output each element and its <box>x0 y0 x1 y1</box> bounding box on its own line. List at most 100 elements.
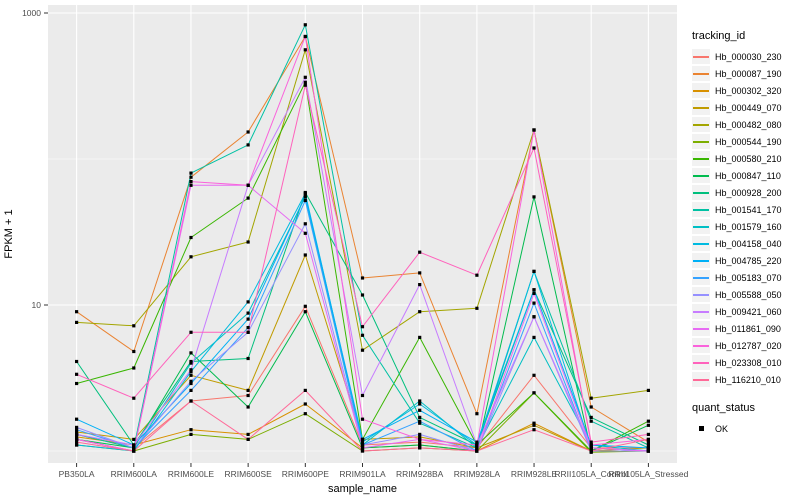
legend-item-Hb_000087_190: Hb_000087_190 <box>692 65 800 82</box>
data-point <box>532 288 536 292</box>
data-point <box>246 300 250 304</box>
legend-item-label: Hb_000544_190 <box>715 136 782 147</box>
data-point <box>303 402 307 406</box>
legend-item-Hb_116210_010: Hb_116210_010 <box>692 371 800 388</box>
data-point <box>246 393 250 398</box>
legend-title-quant-status: quant_status <box>692 402 755 414</box>
data-point <box>132 443 136 447</box>
data-point <box>418 440 422 444</box>
data-point <box>303 198 307 203</box>
data-point <box>418 443 422 447</box>
data-point <box>132 449 136 453</box>
data-point <box>418 399 422 403</box>
data-point <box>246 130 250 134</box>
data-point <box>132 396 136 400</box>
data-point <box>303 191 307 196</box>
data-point <box>418 283 422 287</box>
data-point <box>303 231 307 235</box>
legend-item-label: Hb_009421_060 <box>715 306 782 317</box>
data-point <box>132 349 136 354</box>
data-point <box>646 419 650 423</box>
data-point <box>132 366 136 370</box>
data-point <box>246 432 250 436</box>
data-point <box>418 310 422 314</box>
data-point <box>303 23 307 27</box>
data-point <box>418 446 422 450</box>
data-point <box>246 326 250 330</box>
legend-item-label: Hb_000847_110 <box>715 170 781 181</box>
legend-key-line-icon <box>692 185 710 200</box>
legend-item-label: Hb_023308_010 <box>715 357 782 368</box>
legend-item-Hb_004158_040: Hb_004158_040 <box>692 235 800 252</box>
data-point <box>189 379 193 383</box>
x-tick-label: RRIM600LE <box>168 469 215 479</box>
y-axis-title: FPKM + 1 <box>3 209 15 258</box>
data-point <box>532 195 536 199</box>
legend-item-Hb_001541_170: Hb_001541_170 <box>692 201 800 218</box>
data-point <box>360 325 365 329</box>
data-point <box>303 75 307 79</box>
data-point <box>189 399 193 403</box>
data-point <box>532 391 536 395</box>
legend-key-line-icon <box>692 49 710 64</box>
data-point <box>589 440 593 444</box>
data-point <box>303 48 307 52</box>
legend-key-line-icon <box>692 83 710 98</box>
data-point <box>189 428 193 432</box>
data-point <box>303 310 307 314</box>
data-point <box>646 440 650 444</box>
legend-item-label: Hb_000030_230 <box>715 51 782 62</box>
x-tick-label: RRII105LA_Control <box>554 469 628 479</box>
legend-key-line-icon <box>692 151 710 166</box>
data-point <box>189 368 193 372</box>
data-point <box>418 432 422 436</box>
legend-item-Hb_000580_210: Hb_000580_210 <box>692 150 800 167</box>
x-tick-label: RRIM600LA <box>111 469 158 479</box>
legend-item-label: Hb_005588_050 <box>715 289 782 300</box>
legend-item-Hb_000544_190: Hb_000544_190 <box>692 133 800 150</box>
data-point <box>246 196 250 200</box>
x-tick-label: RRIM928BA <box>396 469 444 479</box>
data-point <box>589 446 593 450</box>
data-point <box>189 432 193 436</box>
legend-item-label: Hb_004158_040 <box>715 238 782 249</box>
legend-item-Hb_012787_020: Hb_012787_020 <box>692 337 800 354</box>
data-point <box>360 393 365 398</box>
data-point <box>246 240 250 244</box>
data-point <box>246 311 250 315</box>
y-tick-label: 10 <box>32 300 42 310</box>
legend-key-line-icon <box>692 219 710 234</box>
data-point <box>189 255 193 259</box>
data-point <box>75 372 79 376</box>
data-point <box>75 440 79 444</box>
data-point <box>532 428 536 432</box>
data-point <box>246 405 250 409</box>
legend-item-Hb_011861_090: Hb_011861_090 <box>692 320 800 337</box>
data-point <box>75 359 79 364</box>
data-point <box>418 435 422 439</box>
axis-ticks <box>44 12 649 467</box>
data-point <box>189 351 193 355</box>
data-point <box>75 443 79 447</box>
legend-item-label: Hb_000449_070 <box>715 102 782 113</box>
data-point <box>189 330 193 334</box>
data-point <box>303 80 307 84</box>
legend-item-Hb_009421_060: Hb_009421_060 <box>692 303 800 320</box>
data-point <box>589 396 593 400</box>
legend-item-label: Hb_000302_320 <box>715 85 782 96</box>
data-point <box>360 333 365 337</box>
legend-key-line-icon <box>692 372 710 387</box>
data-point <box>189 361 193 365</box>
data-point <box>246 356 250 361</box>
data-point <box>418 421 422 425</box>
legend-item-label: Hb_000928_200 <box>715 187 782 198</box>
data-point <box>360 443 365 447</box>
data-point <box>75 435 79 439</box>
legend-key-line-icon <box>692 304 710 319</box>
legend-item-Hb_000030_230: Hb_000030_230 <box>692 48 800 65</box>
data-point <box>532 421 536 425</box>
x-tick-label: RRIM600SE <box>225 469 273 479</box>
data-point <box>532 146 536 150</box>
legend-key-line-icon <box>692 253 710 268</box>
